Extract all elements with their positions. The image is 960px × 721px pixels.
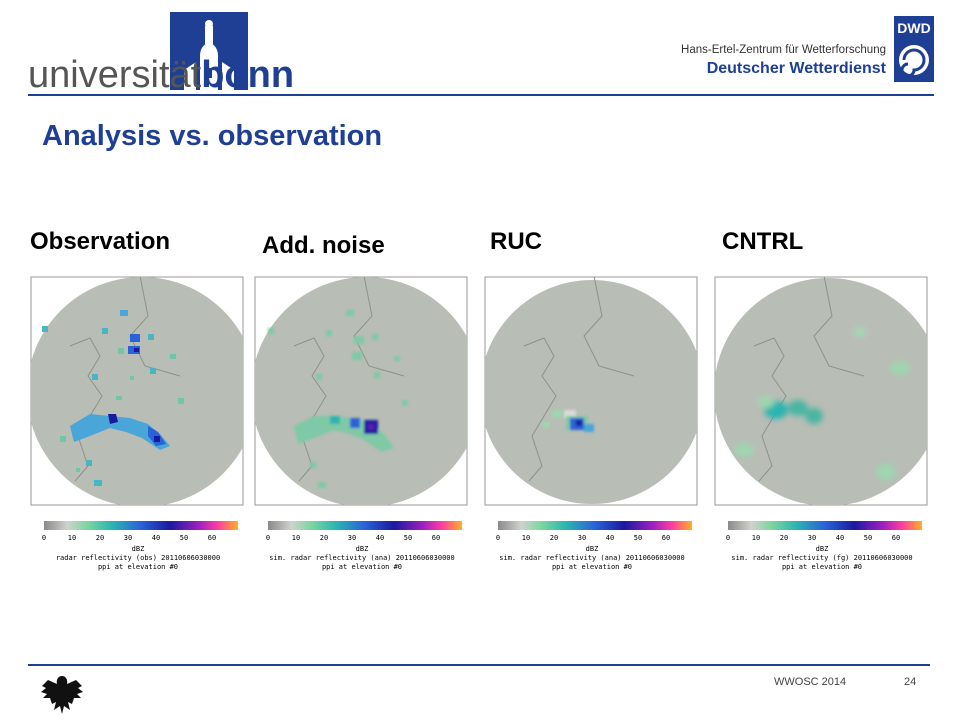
university-bonn-logo-icon [170,12,248,90]
footer-conference: WWOSC 2014 [774,676,847,688]
colorbar-tick: 20 [320,534,328,542]
colorbar-tick: 30 [578,534,586,542]
dwd-logo-icon: DWD [894,16,934,82]
colorbar-tick: 50 [180,534,188,542]
colorbar-tick: 0 [496,534,500,542]
slide-header: universitätbonn Hans-Ertel-Zentrum für W… [0,0,960,100]
header-divider [28,94,934,96]
colorbar-unit: dBZ [816,545,829,553]
colorbar-tick: 30 [348,534,356,542]
panel-ruc: 0 10 20 30 40 50 60 dBZ sim. radar refle… [484,276,700,574]
footer-page-number: 24 [904,676,917,688]
colorbar-tick: 60 [208,534,216,542]
reflectivity-echo-cells [734,327,910,480]
reflectivity-echo-cells [42,310,184,486]
dwd-name: Deutscher Wetterdienst [706,60,886,77]
colorbar-unit: dBZ [356,545,369,553]
colorbar-tick: 0 [726,534,730,542]
reflectivity-echo-cells [542,410,594,432]
panel-add-noise: 0 10 20 30 40 50 60 dBZ sim. radar refle… [254,276,470,574]
colorbar [268,521,462,530]
colorbar-tick: 0 [42,534,46,542]
dwd-badge-text: DWD [897,20,930,36]
colorbar-unit: dBZ [132,545,145,553]
colorbar-tick: 10 [292,534,300,542]
colorbar-unit: dBZ [586,545,599,553]
colorbar-tick: 20 [96,534,104,542]
colorbar [44,521,238,530]
panel-label-cntrl: CNTRL [722,228,804,255]
colorbar [728,521,922,530]
colorbar-tick: 60 [662,534,670,542]
dwd-subtitle: Hans-Ertel-Zentrum für Wetterforschung [681,44,886,56]
colorbar-tick: 20 [780,534,788,542]
panel-caption-elevation: ppi at elevation #0 [552,563,632,571]
reflectivity-echo-cells [268,310,408,488]
university-wordmark: universitätbonn [28,54,294,97]
panel-caption: sim. radar reflectivity (ana) 2011060603… [499,554,684,562]
colorbar-tick: 20 [550,534,558,542]
panel-label-ruc: RUC [490,228,542,255]
colorbar-tick: 60 [432,534,440,542]
colorbar-tick: 40 [152,534,160,542]
university-wordmark-suffix: bonn [201,54,295,96]
panel-caption: radar reflectivity (obs) 20110606030000 [56,554,220,562]
panel-label-add-noise: Add. noise [262,232,385,259]
colorbar-tick: 30 [124,534,132,542]
federal-eagle-icon [38,672,86,716]
colorbar-tick: 40 [376,534,384,542]
university-wordmark-prefix: universität [28,54,202,96]
colorbar-tick: 40 [606,534,614,542]
colorbar-tick: 10 [752,534,760,542]
colorbar-tick: 30 [808,534,816,542]
colorbar-tick: 0 [266,534,270,542]
colorbar-tick: 50 [634,534,642,542]
panel-caption-elevation: ppi at elevation #0 [98,563,178,571]
panel-cntrl: 0 10 20 30 40 50 60 dBZ sim. radar refle… [714,276,930,574]
panel-caption: sim. radar reflectivity (fg) 20110606030… [731,554,912,562]
colorbar-tick: 10 [68,534,76,542]
colorbar-tick: 40 [836,534,844,542]
panel-caption-elevation: ppi at elevation #0 [782,563,862,571]
colorbar-tick: 50 [864,534,872,542]
footer-divider [28,664,930,666]
colorbar-tick: 50 [404,534,412,542]
colorbar [498,521,692,530]
slide-title: Analysis vs. observation [42,120,383,152]
panel-caption-elevation: ppi at elevation #0 [322,563,402,571]
colorbar-tick: 60 [892,534,900,542]
colorbar-tick: 10 [522,534,530,542]
panel-caption: sim. radar reflectivity (ana) 2011060603… [269,554,454,562]
panel-label-observation: Observation [30,228,171,255]
panel-observation: 0 10 20 30 40 50 60 dBZ radar reflectivi… [30,276,246,574]
